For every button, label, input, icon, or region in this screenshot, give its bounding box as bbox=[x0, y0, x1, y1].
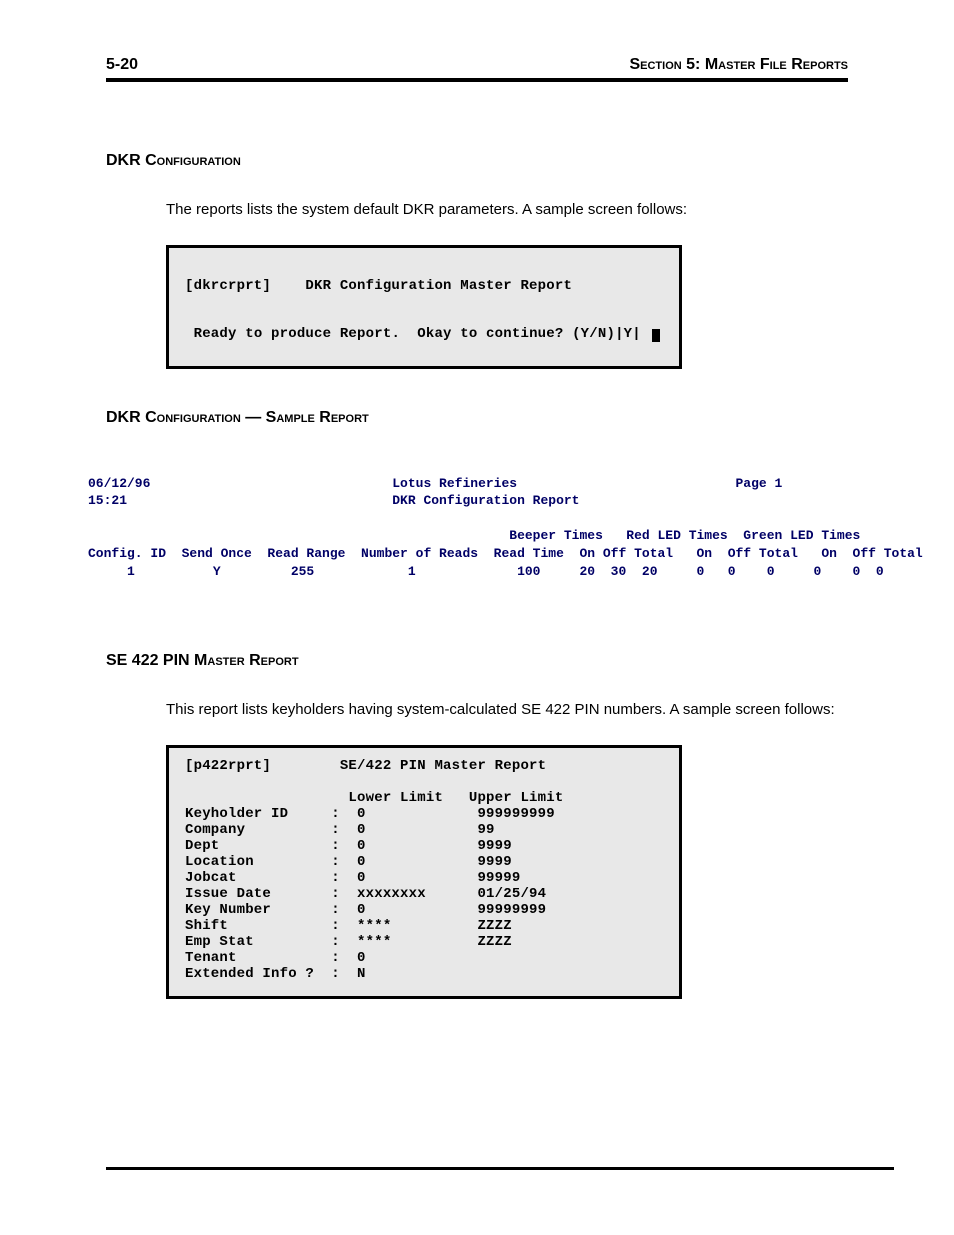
intro-dkr-config: The reports lists the system default DKR… bbox=[166, 200, 844, 220]
heading-se422: SE 422 PIN Master Report bbox=[106, 652, 894, 670]
report-line5: 1 Y 255 1 100 20 30 20 0 0 0 0 0 0 bbox=[88, 564, 884, 579]
sample-report: 06/12/96 Lotus Refineries Page 1 15:21 D… bbox=[88, 457, 894, 580]
report-line2: 15:21 DKR Configuration Report bbox=[88, 493, 579, 508]
intro-se422-text: This report lists keyholders having syst… bbox=[166, 701, 835, 718]
footer-rule bbox=[106, 1167, 894, 1170]
page-number: 5-20 bbox=[106, 56, 138, 74]
report-line4: Config. ID Send Once Read Range Number o… bbox=[88, 546, 923, 561]
screen-se422: [p422rprt] SE/422 PIN Master Report Lowe… bbox=[166, 745, 682, 999]
heading-dkr-config: DKR Configuration bbox=[106, 152, 894, 170]
report-line3: Beeper Times Red LED Times Green LED Tim… bbox=[88, 528, 860, 543]
section-label: Section 5: Master File Reports bbox=[629, 56, 848, 74]
text-cursor bbox=[652, 329, 660, 342]
intro-se422: This report lists keyholders having syst… bbox=[166, 700, 844, 720]
heading-dkr-sample: DKR Configuration — Sample Report bbox=[106, 409, 894, 427]
screen1-line2: Ready to produce Report. Okay to continu… bbox=[194, 326, 641, 342]
screen-dkr-config: [dkrcrprt] DKR Configuration Master Repo… bbox=[166, 245, 682, 369]
report-line1: 06/12/96 Lotus Refineries Page 1 bbox=[88, 476, 782, 491]
screen1-line1: [dkrcrprt] DKR Configuration Master Repo… bbox=[185, 278, 572, 294]
